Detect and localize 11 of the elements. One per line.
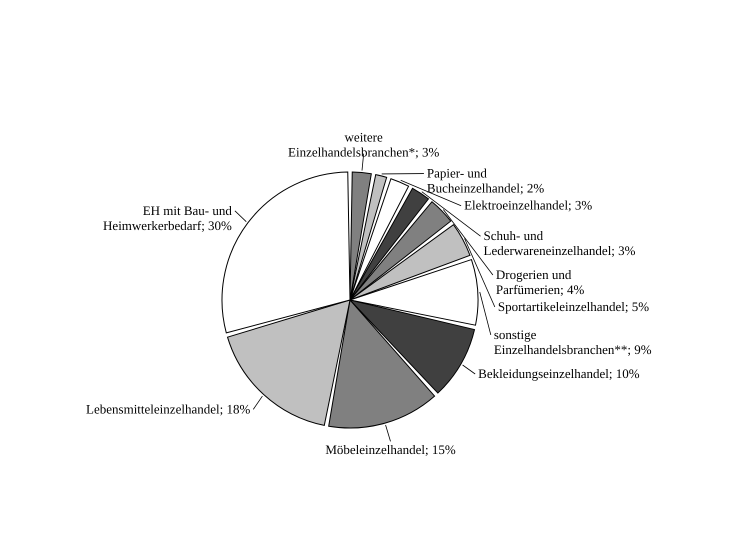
slice-label: EH mit Bau- und Heimwerkerbedarf; 30%: [103, 202, 232, 233]
slice-label: Schuh- und Lederwareneinzelhandel; 3%: [484, 228, 636, 258]
slice-label: sonstige Einzelhandelsbranchen**; 9%: [494, 326, 652, 357]
slice-label: Lebensmitteleinzelhandel; 18%: [86, 401, 250, 416]
slice-label: Sportartikeleinzelhandel; 5%: [498, 298, 650, 314]
slice-label: Bekleidungseinzelhandel; 10%: [478, 366, 640, 381]
slice-label: Papier- und Bucheinzelhandel; 2%: [426, 166, 544, 196]
slice-label: Drogerien und Parfümerien; 4%: [496, 266, 584, 297]
slice-label: weitere Einzelhandelsbranchen*; 3%: [288, 130, 440, 160]
slice-label: Elektroeinzelhandel; 3%: [464, 198, 592, 213]
slice-label: Möbeleinzelhandel; 15%: [325, 442, 456, 457]
